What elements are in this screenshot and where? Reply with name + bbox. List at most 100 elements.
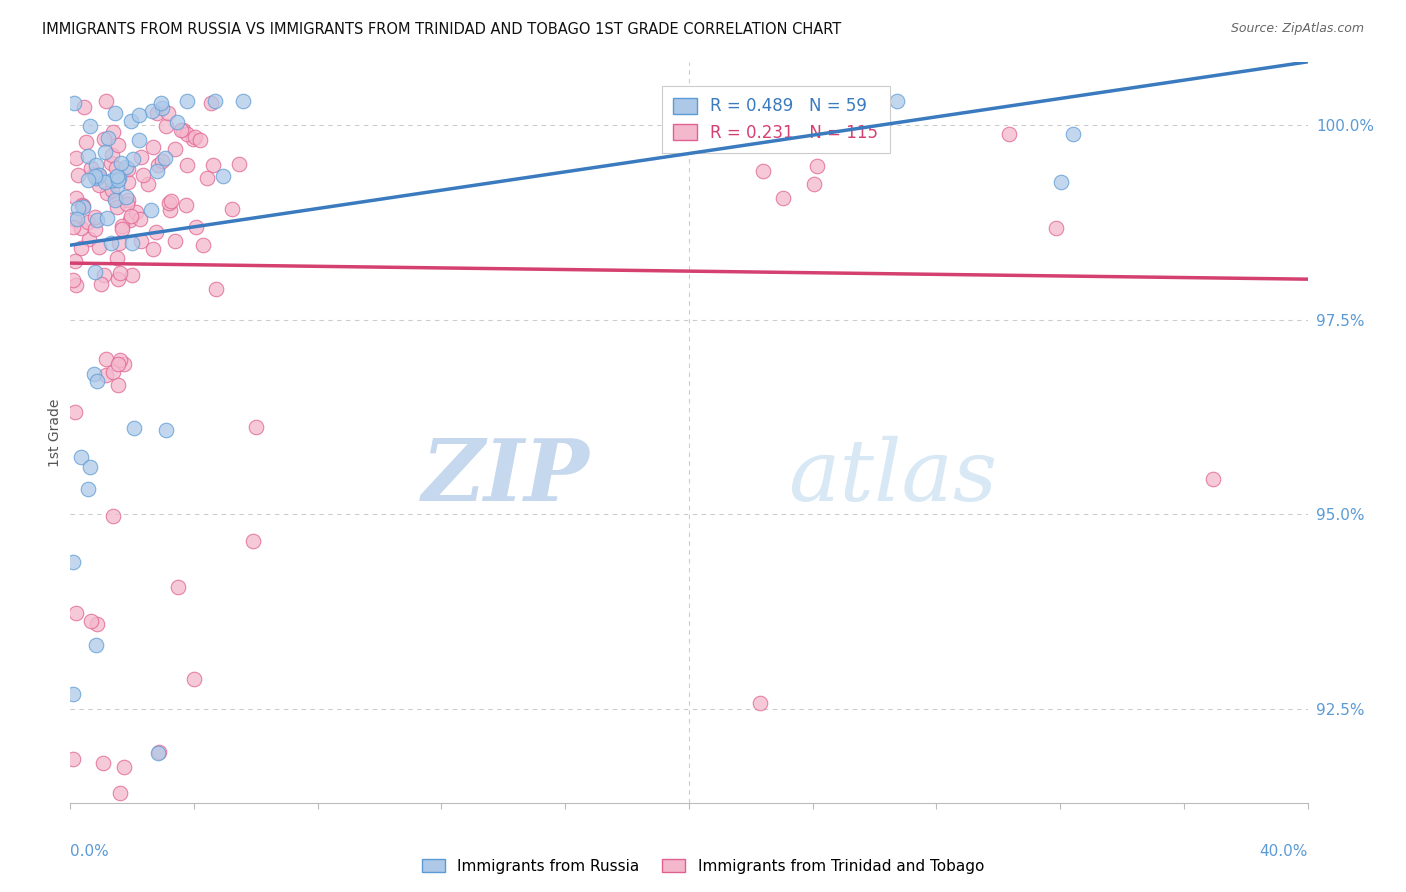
Point <box>83 367 105 381</box>
Point <box>70 198 93 212</box>
Point <box>998 127 1021 141</box>
Point <box>166 580 188 594</box>
Legend: R = 0.489   N = 59, R = 0.231   N = 115: R = 0.489 N = 59, R = 0.231 N = 115 <box>662 86 890 153</box>
Point <box>104 193 127 207</box>
Point <box>63 405 86 419</box>
Point <box>193 237 215 252</box>
Point <box>184 130 207 145</box>
Point <box>242 533 264 548</box>
Point <box>65 607 87 621</box>
Point <box>105 161 128 175</box>
Point <box>142 140 165 154</box>
Point <box>86 212 108 227</box>
Point <box>108 266 131 280</box>
Point <box>62 555 84 569</box>
Point <box>141 103 163 118</box>
Point <box>160 194 183 208</box>
Point <box>100 173 122 187</box>
Point <box>163 235 186 249</box>
Point <box>93 268 115 282</box>
Point <box>110 786 132 800</box>
Point <box>110 353 132 368</box>
Point <box>104 105 127 120</box>
Point <box>107 272 129 286</box>
Point <box>76 483 98 497</box>
Point <box>155 151 177 165</box>
Point <box>131 168 153 182</box>
Point <box>146 106 169 120</box>
Point <box>806 159 828 173</box>
Point <box>104 191 127 205</box>
Point <box>117 175 139 189</box>
Point <box>110 156 132 170</box>
Point <box>62 752 84 766</box>
Point <box>100 183 122 197</box>
Text: ZIP: ZIP <box>422 435 591 519</box>
Point <box>155 119 177 133</box>
Point <box>62 220 84 235</box>
Point <box>205 281 228 295</box>
Point <box>150 102 173 116</box>
Point <box>62 273 84 287</box>
Point <box>108 236 131 251</box>
Point <box>195 171 218 186</box>
Point <box>73 100 96 114</box>
Point <box>145 163 167 178</box>
Point <box>87 170 110 185</box>
Point <box>84 638 107 652</box>
Text: Source: ZipAtlas.com: Source: ZipAtlas.com <box>1230 22 1364 36</box>
Point <box>228 157 250 171</box>
Point <box>66 211 89 226</box>
Text: IMMIGRANTS FROM RUSSIA VS IMMIGRANTS FROM TRINIDAD AND TOBAGO 1ST GRADE CORRELAT: IMMIGRANTS FROM RUSSIA VS IMMIGRANTS FRO… <box>42 22 841 37</box>
Point <box>84 222 107 236</box>
Point <box>93 132 115 146</box>
Point <box>122 421 145 435</box>
Point <box>173 123 195 137</box>
Point <box>155 423 177 437</box>
Point <box>121 268 143 282</box>
Point <box>146 747 169 761</box>
Text: 0.0%: 0.0% <box>70 844 110 858</box>
Point <box>114 160 136 174</box>
Point <box>159 202 181 217</box>
Point <box>148 745 170 759</box>
Point <box>1050 175 1073 189</box>
Point <box>174 198 197 212</box>
Point <box>94 176 117 190</box>
Point <box>148 158 170 172</box>
Point <box>1202 472 1225 486</box>
Point <box>1045 220 1067 235</box>
Point <box>70 221 93 235</box>
Point <box>96 368 118 383</box>
Point <box>69 450 91 464</box>
Point <box>150 95 173 110</box>
Point <box>80 614 103 628</box>
Point <box>97 130 120 145</box>
Point <box>103 365 125 379</box>
Point <box>129 150 152 164</box>
Point <box>112 760 135 774</box>
Point <box>101 174 124 188</box>
Point <box>170 122 193 136</box>
Point <box>100 148 122 162</box>
Point <box>101 125 124 139</box>
Point <box>107 357 129 371</box>
Point <box>211 169 233 183</box>
Point <box>201 158 224 172</box>
Point <box>117 193 139 207</box>
Point <box>65 191 87 205</box>
Legend: Immigrants from Russia, Immigrants from Trinidad and Tobago: Immigrants from Russia, Immigrants from … <box>416 853 990 880</box>
Point <box>751 164 773 178</box>
Point <box>100 235 122 250</box>
Point <box>115 190 138 204</box>
Point <box>163 142 186 156</box>
Point <box>84 210 107 224</box>
Point <box>204 95 226 109</box>
Point <box>183 131 205 145</box>
Point <box>86 374 108 388</box>
Point <box>120 212 142 227</box>
Point <box>141 203 163 218</box>
Point <box>84 264 107 278</box>
Point <box>66 202 89 216</box>
Point <box>107 138 129 153</box>
